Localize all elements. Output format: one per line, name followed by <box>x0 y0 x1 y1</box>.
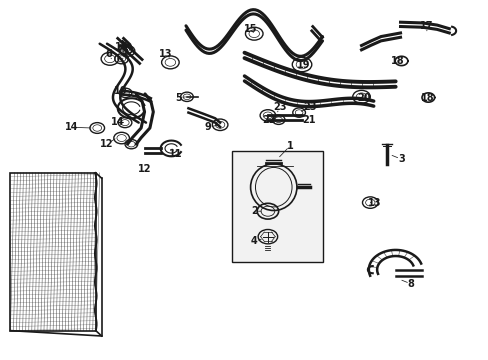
Text: 3: 3 <box>397 154 404 164</box>
Text: 2: 2 <box>250 206 257 216</box>
Bar <box>10 173 96 330</box>
Text: 23: 23 <box>272 102 286 112</box>
Text: 4: 4 <box>250 236 257 246</box>
Text: 6: 6 <box>105 49 112 59</box>
Text: 17: 17 <box>419 21 433 31</box>
Text: 9: 9 <box>204 122 211 132</box>
Text: 8: 8 <box>407 279 414 289</box>
Text: 11: 11 <box>168 149 182 159</box>
Bar <box>232 151 322 262</box>
Text: 5: 5 <box>175 93 182 103</box>
Text: 1: 1 <box>286 140 293 150</box>
Text: 23: 23 <box>303 102 316 112</box>
Text: 14: 14 <box>64 122 78 132</box>
Text: 18: 18 <box>420 93 434 103</box>
Text: 21: 21 <box>302 115 315 125</box>
Text: 18: 18 <box>390 56 404 66</box>
Text: 20: 20 <box>357 93 370 103</box>
Text: 7: 7 <box>122 49 128 59</box>
Text: 10: 10 <box>114 86 128 96</box>
Text: 19: 19 <box>297 59 310 69</box>
Text: 22: 22 <box>262 115 275 125</box>
Text: 15: 15 <box>243 24 257 34</box>
Text: 14: 14 <box>111 117 124 127</box>
Text: 16: 16 <box>115 42 128 51</box>
Text: 12: 12 <box>100 139 114 149</box>
Text: 12: 12 <box>138 164 151 174</box>
Text: 13: 13 <box>367 198 381 208</box>
Text: 13: 13 <box>159 49 172 59</box>
